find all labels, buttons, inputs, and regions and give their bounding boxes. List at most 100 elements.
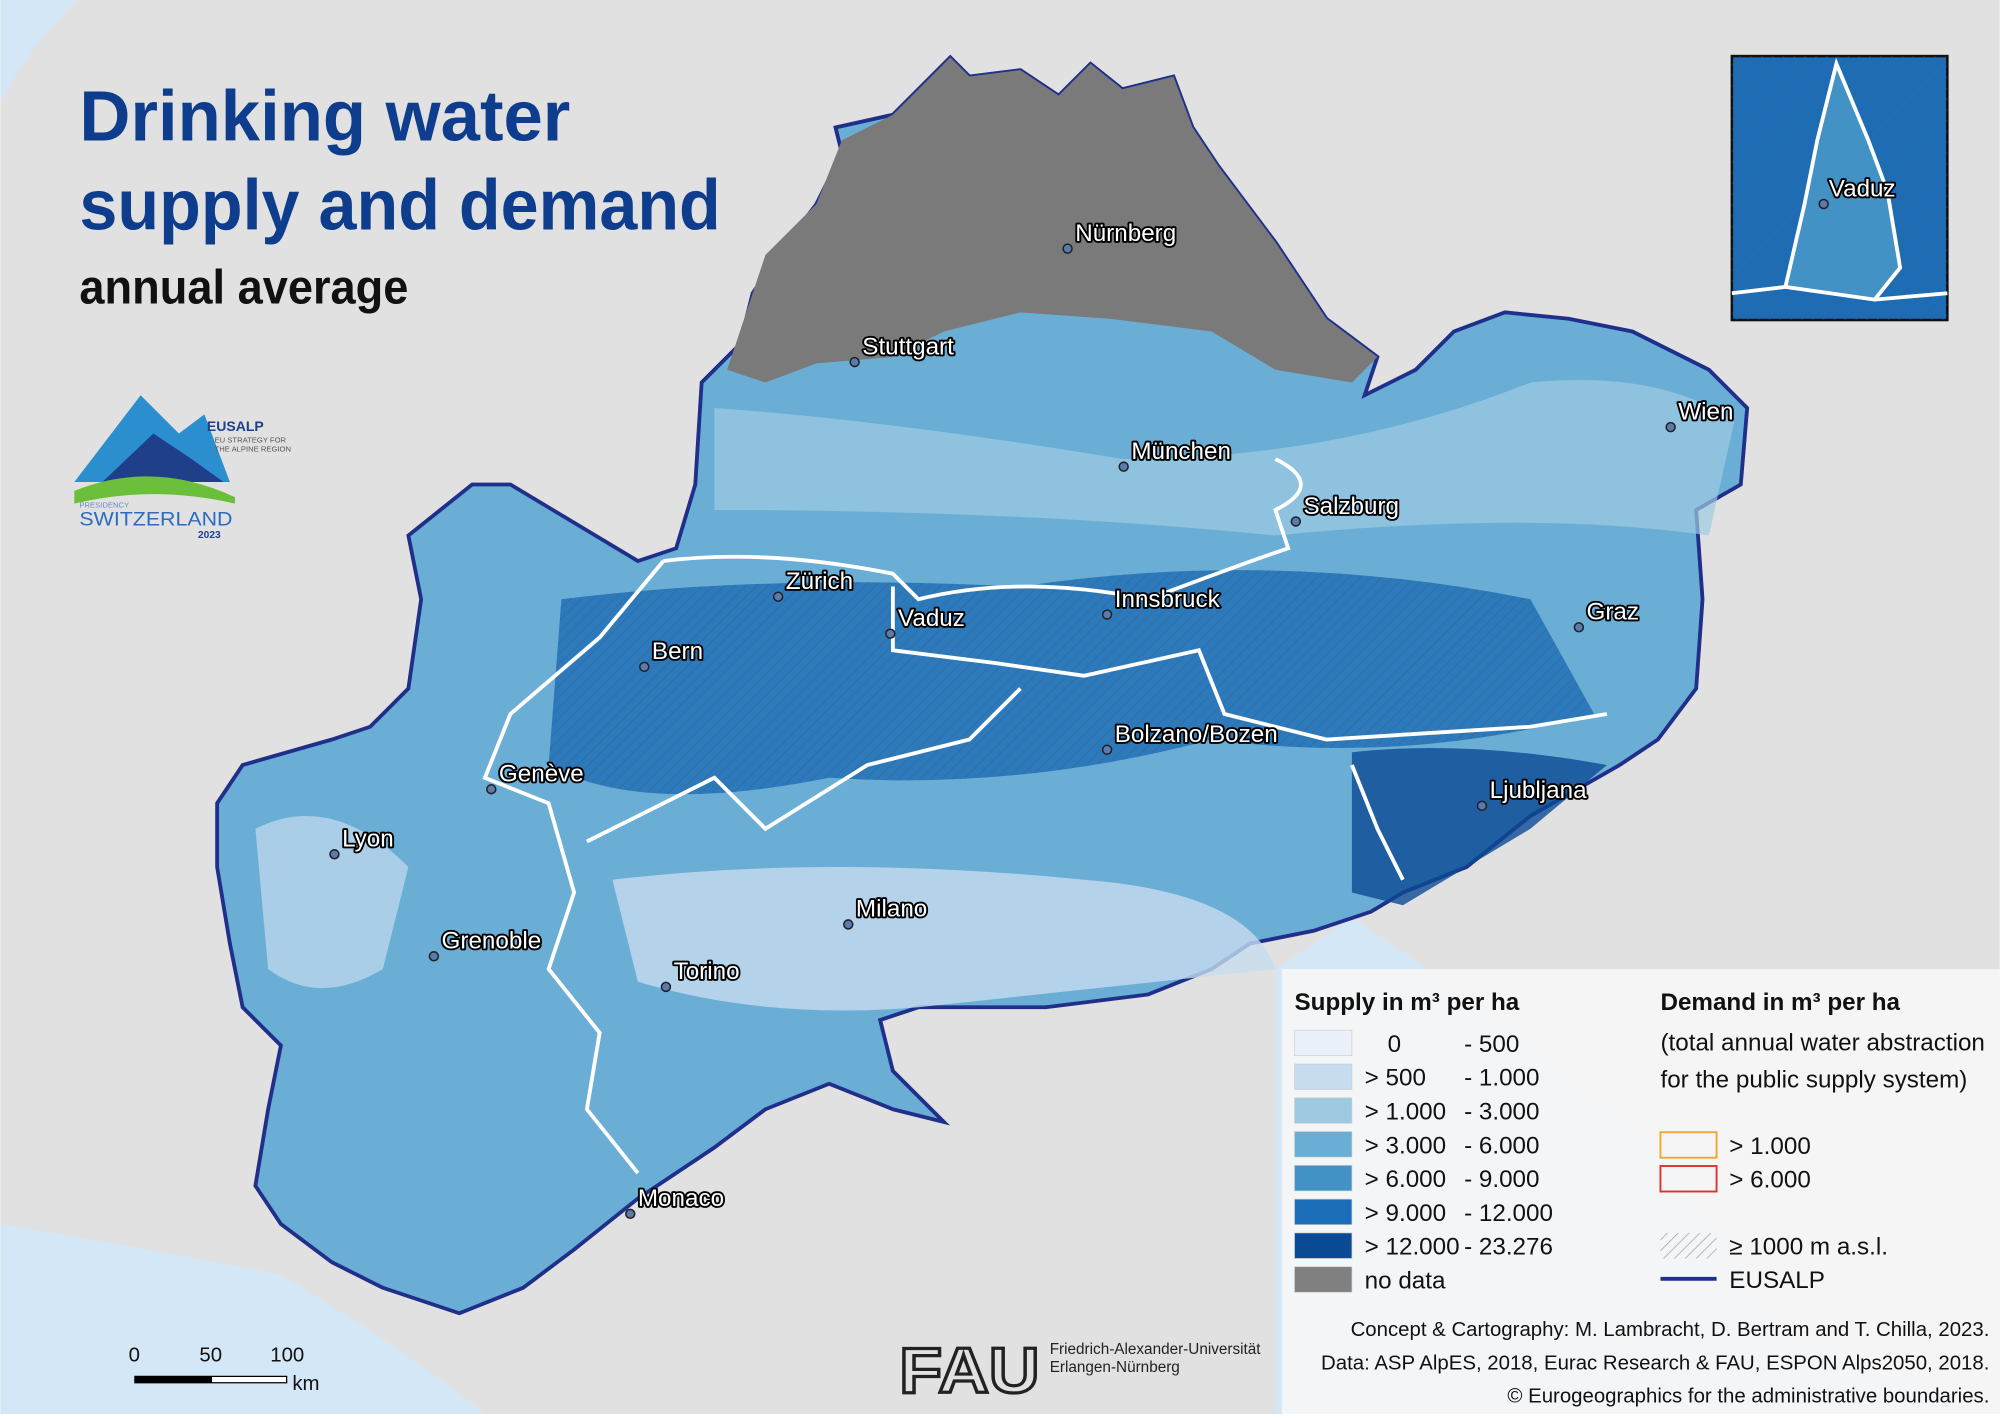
legend-label: 0 — [1388, 1031, 1401, 1058]
legend-subtitle: for the public supply system) — [1660, 1067, 1967, 1094]
city-marker — [428, 951, 440, 962]
city-label: Lyon — [342, 826, 394, 853]
legend-label: > 12.000 — [1365, 1234, 1460, 1261]
legend-swatch — [1294, 1198, 1353, 1225]
university-logo: FAU — [899, 1334, 1039, 1406]
legend-label: > 500 — [1365, 1065, 1426, 1092]
logo-hill — [74, 476, 235, 504]
supply-zone — [714, 379, 1735, 536]
lake — [0, 0, 77, 103]
city-label: Wien — [1678, 398, 1733, 425]
legend-label: ≥ 1000 m a.s.l. — [1729, 1234, 1888, 1261]
city-marker — [639, 661, 650, 673]
country-border — [586, 687, 1022, 844]
legend-label: no data — [1365, 1267, 1446, 1294]
legend-swatch — [1294, 1131, 1353, 1158]
city-marker — [843, 919, 854, 930]
inset-city-label: Vaduz — [1829, 175, 1896, 202]
logo-tagline: THE ALPINE REGION — [215, 444, 291, 453]
legend-swatch — [1294, 1165, 1353, 1192]
scale-label: 100 — [270, 1345, 304, 1367]
city-marker — [660, 981, 672, 993]
legend-label: > 6.000 — [1365, 1166, 1446, 1193]
city-label: Torino — [674, 958, 740, 985]
university-name: Friedrich-Alexander-Universität — [1050, 1341, 1262, 1358]
city-marker — [1101, 609, 1113, 620]
scale-unit: km — [292, 1373, 319, 1395]
city-marker — [329, 849, 340, 860]
scale-label: 0 — [129, 1345, 140, 1367]
legend-label: - 1.000 — [1464, 1065, 1539, 1092]
legend-swatch — [1294, 1232, 1353, 1259]
legend-label: > 3.000 — [1365, 1132, 1446, 1159]
city-label: Monaco — [638, 1185, 724, 1212]
legend-swatch — [1660, 1232, 1717, 1259]
city-marker — [772, 591, 784, 602]
legend-label: - 500 — [1464, 1031, 1519, 1058]
logo-mountain — [102, 433, 224, 482]
legend-panel — [1281, 969, 2000, 1414]
city-label: Innsbruck — [1115, 586, 1221, 613]
city-marker — [1062, 243, 1073, 254]
credit-line: Concept & Cartography: M. Lambracht, D. … — [1351, 1319, 1990, 1341]
city-label: Nürnberg — [1075, 220, 1176, 247]
university-name: Erlangen-Nürnberg — [1050, 1359, 1180, 1376]
supply-zone — [255, 816, 409, 989]
supply-zone — [612, 867, 1276, 1011]
legend-swatch — [1294, 1097, 1353, 1124]
city-label: Genève — [499, 761, 584, 788]
country-border — [663, 457, 1303, 602]
city-marker — [1573, 622, 1585, 633]
logo-presidency: PRESIDENCY — [79, 500, 129, 509]
sea — [0, 1224, 485, 1414]
city-marker — [1118, 461, 1129, 472]
city-label: Bolzano/Bozen — [1115, 721, 1278, 748]
credit-line: © Eurogeographics for the administrative… — [1507, 1386, 1989, 1408]
legend-swatch — [1294, 1266, 1353, 1293]
credit-line: Data: ASP AlpES, 2018, Eurac Research & … — [1321, 1352, 1989, 1374]
city-label: Ljubljana — [1490, 777, 1587, 804]
legend-label: - 9.000 — [1464, 1166, 1539, 1193]
country-border — [890, 586, 1608, 742]
logo-tagline: EU STRATEGY FOR — [215, 435, 287, 444]
legend-swatch — [1294, 1063, 1353, 1090]
city-label: Stuttgart — [862, 333, 954, 360]
city-label: Graz — [1587, 599, 1639, 626]
logo — [74, 395, 235, 504]
city-label: Vaduz — [898, 605, 965, 632]
legend-swatch — [1294, 1029, 1353, 1057]
inset-map — [1730, 54, 1949, 322]
legend-label: > 1.000 — [1365, 1098, 1446, 1125]
legend-swatch — [1659, 1131, 1718, 1159]
legend-label: > 1.000 — [1729, 1133, 1810, 1160]
legend-label: - 12.000 — [1464, 1200, 1553, 1227]
scale-label: 50 — [199, 1345, 222, 1367]
city-marker — [625, 1208, 636, 1220]
city-marker — [1290, 516, 1302, 527]
legend-title: Supply in m³ per ha — [1295, 989, 1520, 1016]
legend-label: - 23.276 — [1464, 1234, 1553, 1261]
logo-year: 2023 — [198, 530, 221, 541]
title: Drinking water — [79, 76, 570, 156]
legend-swatch — [1659, 1165, 1718, 1193]
city-label: Milano — [856, 896, 927, 923]
country-border — [482, 559, 665, 1175]
city-marker — [1101, 744, 1113, 755]
supply-zone — [1351, 748, 1607, 906]
logo-name: EUSALP — [207, 418, 264, 434]
logo-country: SWITZERLAND — [79, 509, 232, 530]
city-label: Zürich — [786, 568, 853, 595]
city-marker — [1476, 800, 1488, 812]
city-label: Bern — [652, 638, 703, 665]
city-marker — [885, 628, 896, 639]
subtitle: annual average — [79, 260, 408, 314]
country-border — [1350, 764, 1405, 881]
no-data-area — [727, 57, 1378, 383]
legend-label: - 3.000 — [1464, 1098, 1539, 1125]
legend-label: - 6.000 — [1464, 1132, 1539, 1159]
city-marker — [1818, 198, 1829, 210]
legend-label: > 6.000 — [1729, 1167, 1810, 1194]
legend-subtitle: (total annual water abstraction — [1660, 1030, 1984, 1057]
